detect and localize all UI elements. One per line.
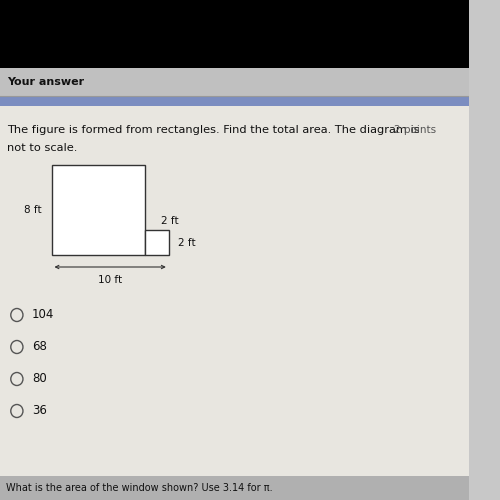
Text: 104: 104 <box>32 308 54 322</box>
Bar <box>0 476 468 500</box>
Bar <box>0 106 468 500</box>
Text: 2 points: 2 points <box>394 125 436 135</box>
Text: 68: 68 <box>32 340 46 353</box>
Text: 80: 80 <box>32 372 46 386</box>
Text: 36: 36 <box>32 404 46 417</box>
Text: 2 ft: 2 ft <box>178 238 196 248</box>
Bar <box>0 0 468 68</box>
Text: not to scale.: not to scale. <box>8 143 78 153</box>
Text: What is the area of the window shown? Use 3.14 for π.: What is the area of the window shown? Us… <box>6 483 272 493</box>
Bar <box>0 96 468 106</box>
Bar <box>0 68 468 96</box>
Text: 2 ft: 2 ft <box>161 216 178 226</box>
Bar <box>52 165 146 255</box>
Text: The figure is formed from rectangles. Find the total area. The diagram is: The figure is formed from rectangles. Fi… <box>8 125 420 135</box>
Bar <box>146 230 169 255</box>
Text: 8 ft: 8 ft <box>24 205 42 215</box>
Text: 10 ft: 10 ft <box>98 275 122 285</box>
Text: Your answer: Your answer <box>8 77 85 87</box>
